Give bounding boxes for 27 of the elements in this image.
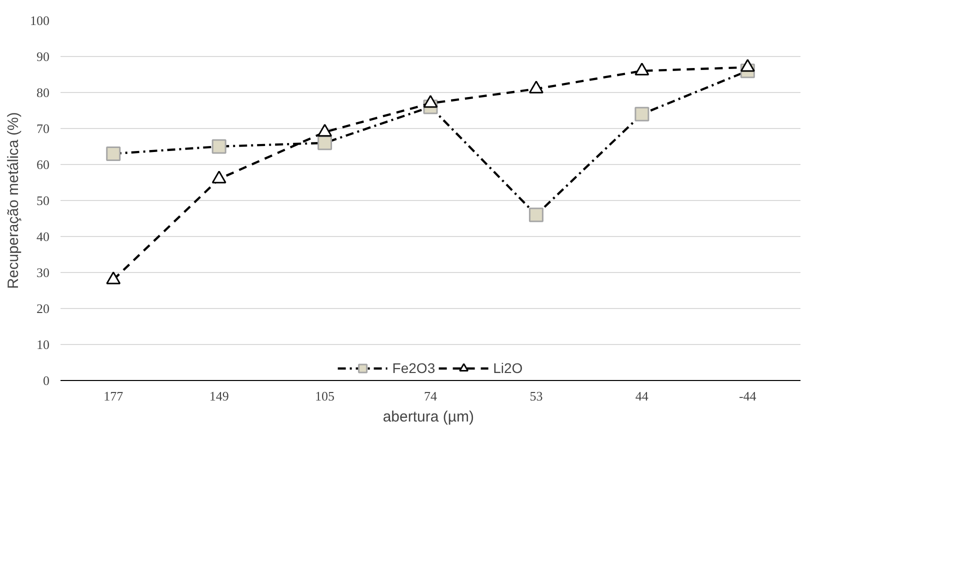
legend-label: Fe2O3 xyxy=(392,360,436,376)
y-axis-title: Recuperação metálica (%) xyxy=(5,112,22,289)
y-tick-label: 100 xyxy=(30,13,50,28)
point xyxy=(423,95,438,108)
y-tick-label: 0 xyxy=(43,373,50,388)
y-tick-label: 90 xyxy=(36,49,50,64)
y-tick-label: 50 xyxy=(36,193,50,208)
y-tick-label: 20 xyxy=(36,301,50,316)
y-tick-label: 40 xyxy=(36,229,50,244)
y-tick-label: 10 xyxy=(36,337,50,352)
point xyxy=(740,59,755,72)
x-tick-label: -44 xyxy=(738,388,757,404)
point xyxy=(318,124,332,137)
point xyxy=(634,62,650,76)
x-tick-label: 74 xyxy=(424,388,438,404)
x-tick-label: 177 xyxy=(104,388,124,404)
legend-label: Li2O xyxy=(493,360,523,376)
x-tick-label: 53 xyxy=(530,388,543,404)
y-tick-label: 70 xyxy=(36,121,50,136)
y-tick-label: 80 xyxy=(36,85,50,100)
x-axis-title: abertura (µm) xyxy=(382,408,474,426)
x-tick-label: 105 xyxy=(315,388,335,404)
point xyxy=(528,80,544,94)
y-tick-label: 60 xyxy=(36,157,50,172)
y-tick-label: 30 xyxy=(36,265,50,280)
x-tick-label: 44 xyxy=(635,388,649,404)
x-tick-label: 149 xyxy=(209,388,229,404)
